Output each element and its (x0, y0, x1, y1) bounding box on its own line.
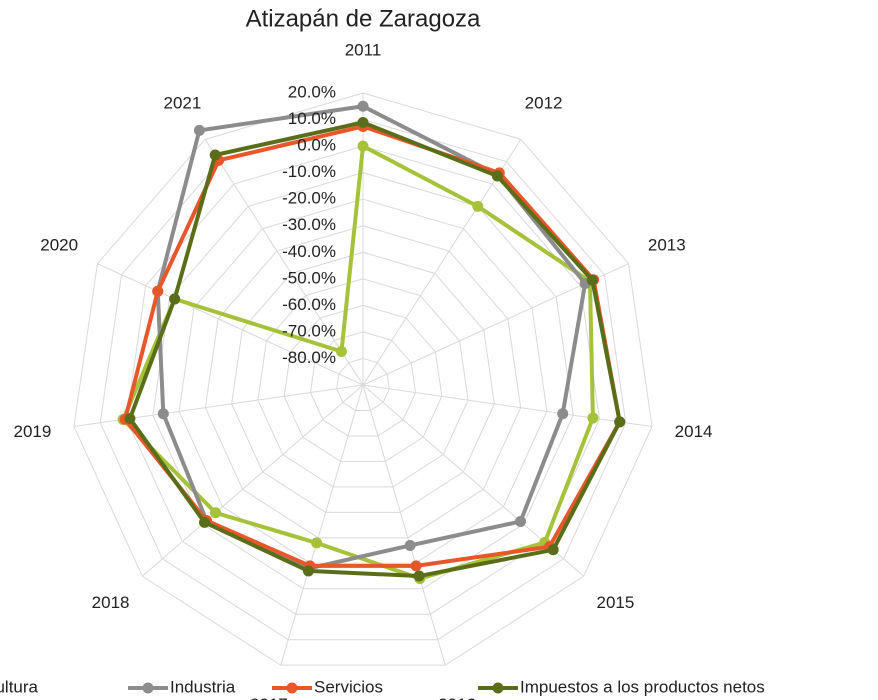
category-label: 2014 (675, 422, 713, 441)
point (413, 570, 425, 582)
point (157, 408, 169, 420)
category-label: 2011 (345, 40, 382, 59)
grid-ring (231, 251, 495, 513)
point (124, 413, 136, 425)
grid-ring (178, 198, 548, 564)
point (472, 200, 484, 212)
legend-marker (286, 682, 298, 694)
y-tick-label: -60.0% (282, 295, 336, 314)
point (614, 416, 626, 428)
series-line (127, 120, 622, 579)
point (199, 516, 211, 528)
point (410, 560, 422, 572)
spoke (73, 384, 364, 428)
grid-ring (257, 278, 469, 488)
spoke (97, 263, 364, 386)
grid-ring (204, 225, 522, 539)
category-label: 2016 (438, 695, 476, 700)
point (514, 515, 526, 527)
point (547, 544, 559, 556)
spoke (362, 384, 446, 666)
point (193, 124, 205, 136)
grid-ring (309, 331, 417, 437)
spoke (204, 139, 364, 386)
grid-ring (152, 172, 574, 590)
grid-ring (99, 119, 627, 641)
y-tick-label: -40.0% (282, 242, 336, 261)
point (357, 100, 369, 112)
point (491, 170, 503, 182)
category-label: 2012 (525, 94, 563, 113)
point (311, 537, 323, 549)
spoke (280, 384, 364, 666)
legend-marker (142, 682, 154, 694)
grid-ring (73, 92, 653, 666)
category-label: 2018 (92, 593, 130, 612)
legend-marker (492, 682, 504, 694)
point (169, 293, 181, 305)
point (586, 274, 598, 286)
category-label: 2019 (13, 422, 51, 441)
category-label: 2013 (648, 236, 686, 255)
y-tick-label: 10.0% (288, 109, 336, 128)
series (124, 116, 626, 582)
category-label: 2021 (164, 94, 202, 113)
grid-ring (283, 304, 443, 462)
grid-ring (126, 145, 600, 615)
y-tick-label: -10.0% (282, 162, 336, 181)
point (587, 412, 599, 424)
point (335, 346, 347, 358)
legend-label: Industria (170, 677, 236, 696)
series (119, 120, 626, 572)
spoke (141, 384, 364, 577)
chart-title: Atizapán de Zaragoza (246, 5, 481, 32)
point (404, 539, 416, 551)
y-tick-label: -30.0% (282, 215, 336, 234)
point (152, 285, 164, 297)
spoke (362, 384, 653, 428)
grid-ring (336, 357, 390, 411)
y-tick-label: -70.0% (282, 321, 336, 340)
category-label: 2017 (250, 695, 288, 700)
series-line (155, 104, 588, 571)
point (210, 507, 222, 519)
point (302, 565, 314, 577)
y-tick-label: -20.0% (282, 189, 336, 208)
point (557, 408, 569, 420)
series (152, 100, 591, 574)
legend-label: Servicios (314, 677, 383, 696)
point (357, 140, 369, 152)
point (209, 149, 221, 161)
y-tick-label: -50.0% (282, 268, 336, 287)
y-tick-label: 20.0% (288, 82, 336, 101)
y-tick-label: -80.0% (282, 348, 336, 367)
point (357, 116, 369, 128)
category-label: 2020 (40, 236, 78, 255)
legend-label: Agricultura (0, 677, 39, 696)
category-label: 2015 (597, 593, 635, 612)
y-tick-label: 0.0% (297, 136, 336, 155)
legend-label: Impuestos a los productos netos (520, 677, 765, 696)
